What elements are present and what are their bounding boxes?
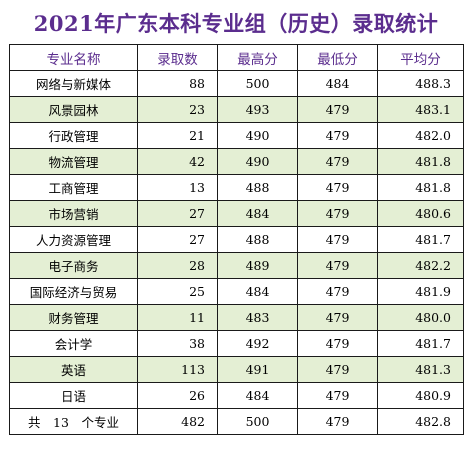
total-label: 共 13 个专业: [9, 408, 138, 435]
cell-min-score: 479: [297, 304, 378, 331]
total-admitted: 482: [137, 408, 218, 435]
cell-min-score: 484: [297, 70, 378, 97]
cell-avg-score: 481.8: [377, 148, 464, 175]
table-row: 国际经济与贸易 25 484 479 481.9: [9, 278, 464, 305]
cell-admitted: 27: [137, 200, 218, 227]
cell-avg-score: 482.0: [377, 122, 464, 149]
total-max-score: 500: [217, 408, 298, 435]
cell-avg-score: 481.3: [377, 356, 464, 383]
header-max-score: 最高分: [217, 44, 298, 71]
cell-min-score: 479: [297, 226, 378, 253]
cell-admitted: 21: [137, 122, 218, 149]
cell-max-score: 484: [217, 382, 298, 409]
total-min-score: 479: [297, 408, 378, 435]
cell-max-score: 490: [217, 122, 298, 149]
cell-max-score: 493: [217, 96, 298, 123]
cell-min-score: 479: [297, 252, 378, 279]
table-row: 电子商务 28 489 479 482.2: [9, 252, 464, 279]
cell-max-score: 490: [217, 148, 298, 175]
cell-avg-score: 483.1: [377, 96, 464, 123]
cell-major: 会计学: [9, 330, 138, 357]
table-total-row: 共 13 个专业 482 500 479 482.8: [9, 408, 464, 435]
cell-min-score: 479: [297, 200, 378, 227]
cell-major: 国际经济与贸易: [9, 278, 138, 305]
table-row: 工商管理 13 488 479 481.8: [9, 174, 464, 201]
table-body: 网络与新媒体 88 500 484 488.3 风景园林 23 493 479 483.1 行政管理…: [9, 70, 464, 435]
cell-admitted: 11: [137, 304, 218, 331]
table-row: 英语 113 491 479 481.3: [9, 356, 464, 383]
page-title: 2021年广东本科专业组（历史）录取统计: [33, 11, 439, 36]
cell-admitted: 13: [137, 174, 218, 201]
header-avg-score: 平均分: [377, 44, 464, 71]
table-row: 人力资源管理 27 488 479 481.7: [9, 226, 464, 253]
table-row: 日语 26 484 479 480.9: [9, 382, 464, 409]
cell-max-score: 488: [217, 226, 298, 253]
cell-major: 网络与新媒体: [9, 70, 138, 97]
cell-admitted: 88: [137, 70, 218, 97]
cell-max-score: 484: [217, 200, 298, 227]
cell-min-score: 479: [297, 174, 378, 201]
cell-max-score: 489: [217, 252, 298, 279]
cell-max-score: 500: [217, 70, 298, 97]
admission-stats-table: 专业名称 录取数 最高分 最低分 平均分 网络与新媒体 88 500 484 488.3…: [9, 44, 464, 435]
cell-avg-score: 480.9: [377, 382, 464, 409]
cell-major: 英语: [9, 356, 138, 383]
cell-admitted: 42: [137, 148, 218, 175]
cell-major: 日语: [9, 382, 138, 409]
cell-major: 财务管理: [9, 304, 138, 331]
table-row: 财务管理 11 483 479 480.0: [9, 304, 464, 331]
cell-max-score: 484: [217, 278, 298, 305]
table-row: 会计学 38 492 479 481.7: [9, 330, 464, 357]
cell-min-score: 479: [297, 148, 378, 175]
cell-avg-score: 481.9: [377, 278, 464, 305]
cell-min-score: 479: [297, 356, 378, 383]
cell-max-score: 492: [217, 330, 298, 357]
table-row: 风景园林 23 493 479 483.1: [9, 96, 464, 123]
cell-major: 行政管理: [9, 122, 138, 149]
table-row: 网络与新媒体 88 500 484 488.3: [9, 70, 464, 97]
cell-admitted: 27: [137, 226, 218, 253]
cell-max-score: 488: [217, 174, 298, 201]
cell-avg-score: 488.3: [377, 70, 464, 97]
table-row: 行政管理 21 490 479 482.0: [9, 122, 464, 149]
cell-avg-score: 480.6: [377, 200, 464, 227]
header-min-score: 最低分: [297, 44, 378, 71]
table-header-row: 专业名称 录取数 最高分 最低分 平均分: [9, 44, 464, 71]
cell-major: 市场营销: [9, 200, 138, 227]
table-row: 物流管理 42 490 479 481.8: [9, 148, 464, 175]
cell-major: 人力资源管理: [9, 226, 138, 253]
cell-admitted: 25: [137, 278, 218, 305]
cell-max-score: 483: [217, 304, 298, 331]
cell-avg-score: 481.7: [377, 226, 464, 253]
cell-major: 风景园林: [9, 96, 138, 123]
cell-min-score: 479: [297, 382, 378, 409]
cell-major: 工商管理: [9, 174, 138, 201]
cell-max-score: 491: [217, 356, 298, 383]
total-avg-score: 482.8: [377, 408, 464, 435]
cell-avg-score: 482.2: [377, 252, 464, 279]
cell-admitted: 38: [137, 330, 218, 357]
header-admitted: 录取数: [137, 44, 218, 71]
cell-admitted: 26: [137, 382, 218, 409]
cell-min-score: 479: [297, 330, 378, 357]
cell-avg-score: 481.7: [377, 330, 464, 357]
cell-avg-score: 480.0: [377, 304, 464, 331]
cell-min-score: 479: [297, 122, 378, 149]
cell-admitted: 23: [137, 96, 218, 123]
cell-admitted: 113: [137, 356, 218, 383]
cell-major: 物流管理: [9, 148, 138, 175]
cell-min-score: 479: [297, 278, 378, 305]
cell-min-score: 479: [297, 96, 378, 123]
cell-major: 电子商务: [9, 252, 138, 279]
table-row: 市场营销 27 484 479 480.6: [9, 200, 464, 227]
cell-avg-score: 481.8: [377, 174, 464, 201]
cell-admitted: 28: [137, 252, 218, 279]
header-major: 专业名称: [9, 44, 138, 71]
